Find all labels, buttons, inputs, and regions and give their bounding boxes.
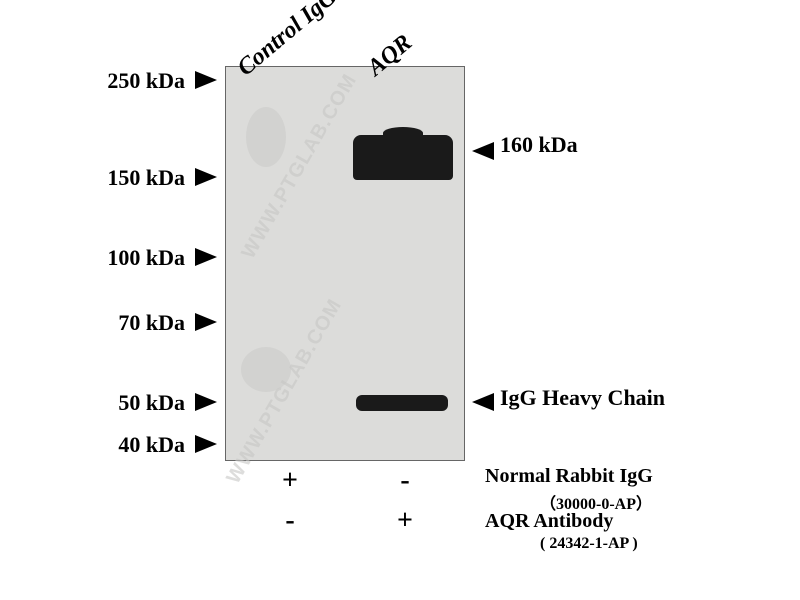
mw-marker-label: 70 kDa bbox=[105, 310, 185, 336]
antibody-name-label: Normal Rabbit IgG bbox=[485, 465, 653, 488]
arrow-right-icon bbox=[195, 435, 217, 453]
blot-smudge bbox=[241, 347, 291, 392]
arrow-right-icon bbox=[195, 393, 217, 411]
condition-symbol: + bbox=[275, 465, 305, 497]
arrow-left-icon bbox=[472, 393, 494, 411]
blot-smudge bbox=[246, 107, 286, 167]
mw-marker-label: 250 kDa bbox=[95, 68, 185, 94]
igg-heavy-chain-band bbox=[356, 395, 448, 411]
mw-marker-label: 100 kDa bbox=[95, 245, 185, 271]
mw-marker-label: 50 kDa bbox=[105, 390, 185, 416]
band-size-label: 160 kDa bbox=[500, 132, 578, 158]
arrow-left-icon bbox=[472, 142, 494, 160]
mw-marker-label: 40 kDa bbox=[105, 432, 185, 458]
target-band bbox=[353, 135, 453, 180]
condition-symbol: - bbox=[390, 465, 420, 497]
arrow-right-icon bbox=[195, 168, 217, 186]
igg-band-label: IgG Heavy Chain bbox=[500, 385, 665, 411]
catalog-number-label: ( 24342-1-AP ) bbox=[540, 535, 638, 553]
antibody-name-label: AQR Antibody bbox=[485, 510, 613, 533]
arrow-right-icon bbox=[195, 248, 217, 266]
mw-marker-label: 150 kDa bbox=[95, 165, 185, 191]
condition-symbol: - bbox=[275, 505, 305, 537]
western-blot-figure: WWW.PTGLAB.COM WWW.PTGLAB.COM Control Ig… bbox=[0, 0, 800, 600]
arrow-right-icon bbox=[195, 313, 217, 331]
condition-symbol: + bbox=[390, 505, 420, 537]
arrow-right-icon bbox=[195, 71, 217, 89]
